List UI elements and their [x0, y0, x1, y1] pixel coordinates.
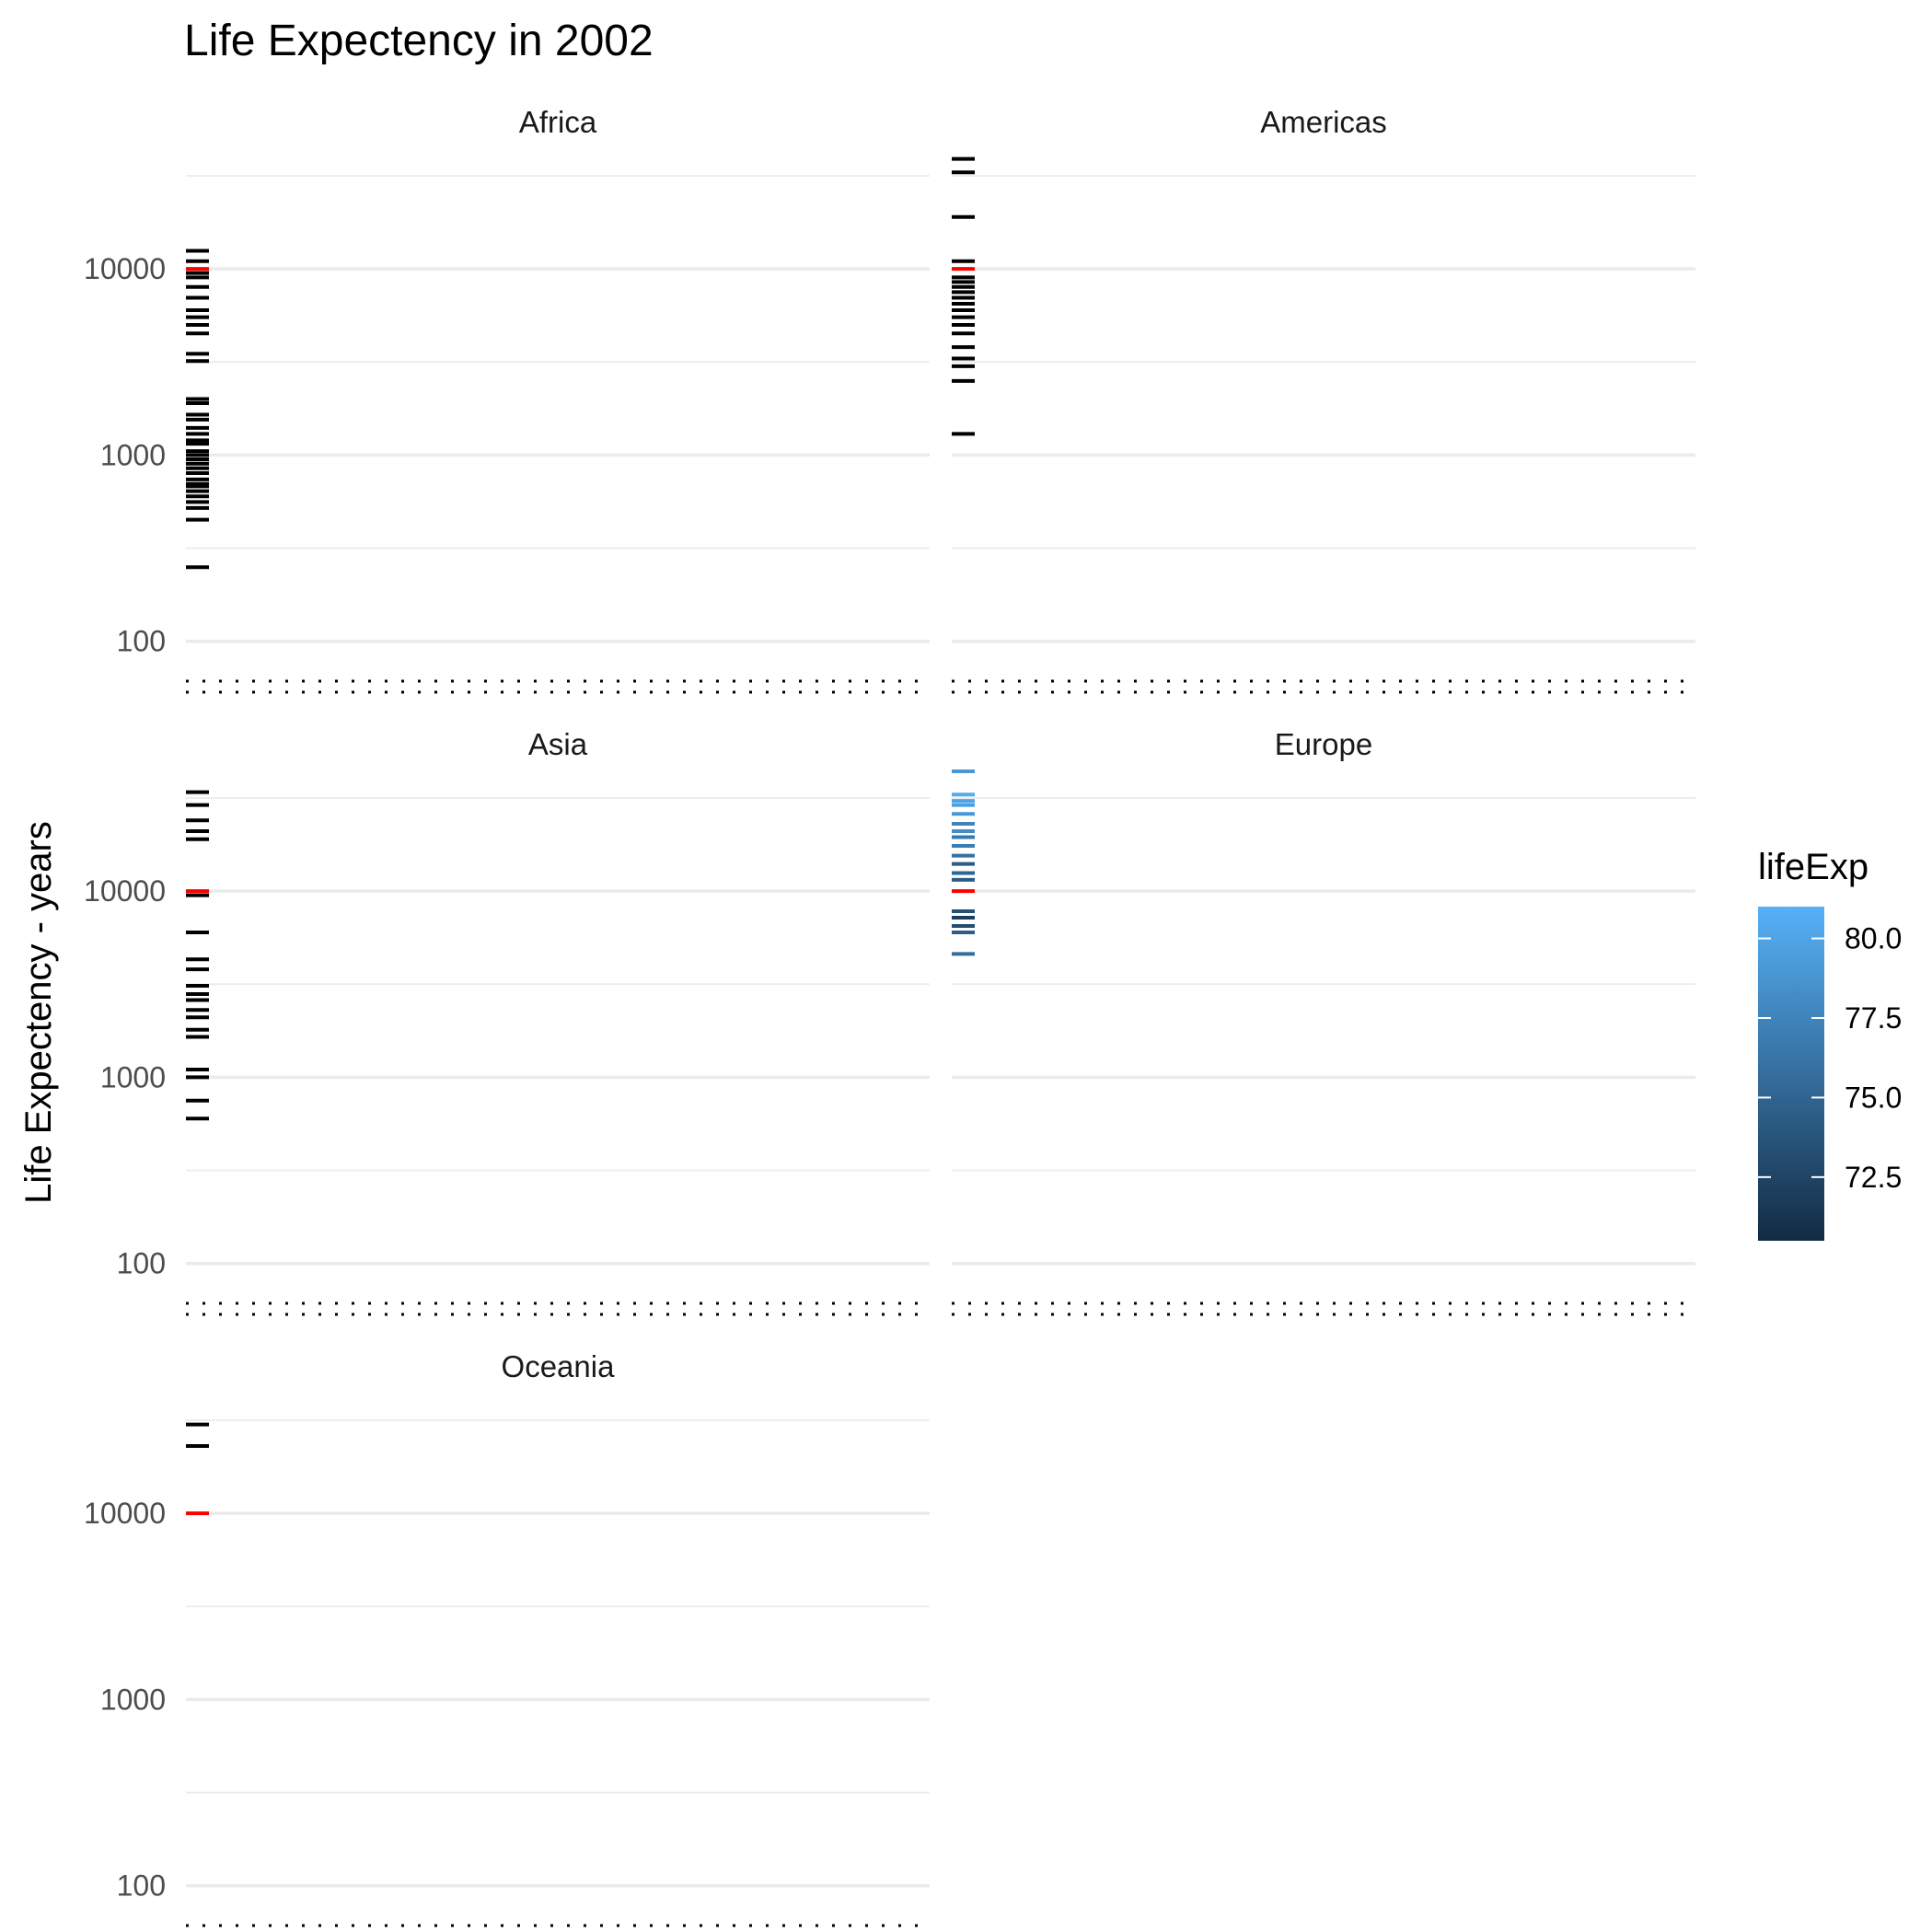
y-tick-label: 100 [117, 1869, 166, 1903]
panel-asia: Asia 100 1000 10000 [84, 727, 930, 1316]
y-axis-label: Life Expectency - years [18, 821, 59, 1204]
facet-label-americas: Americas [1260, 105, 1387, 139]
panel-americas: Americas [952, 105, 1695, 694]
color-legend: lifeExp 72.5 75.0 77.5 80.0 [1758, 847, 1902, 1241]
legend-colorbar [1758, 907, 1824, 1241]
legend-tick-label: 80.0 [1845, 922, 1902, 955]
legend-tick-label: 75.0 [1845, 1081, 1902, 1114]
legend-tick-label: 72.5 [1845, 1161, 1902, 1194]
facet-label-oceania: Oceania [502, 1349, 616, 1383]
legend-title: lifeExp [1758, 847, 1868, 887]
y-tick-label: 10000 [84, 252, 166, 285]
facet-label-africa: Africa [519, 105, 597, 139]
legend-tick-label: 77.5 [1845, 1001, 1902, 1035]
panel-africa: Africa 100 1000 10000 [84, 105, 930, 694]
y-tick-label: 10000 [84, 874, 166, 908]
y-tick-label: 1000 [100, 1683, 166, 1716]
y-tick-label: 100 [117, 625, 166, 658]
facet-label-asia: Asia [528, 727, 588, 761]
y-tick-label: 10000 [84, 1497, 166, 1530]
facet-panels: Africa 100 1000 10000 Americas Asia 100 1000 100… [84, 105, 1695, 1927]
chart-title: Life Expectency in 2002 [184, 17, 654, 65]
panel-europe: Europe [952, 727, 1695, 1316]
panel-oceania: Oceania 100 1000 10000 [84, 1349, 930, 1927]
y-tick-label: 100 [117, 1247, 166, 1280]
facet-label-europe: Europe [1275, 727, 1372, 761]
legend-ticks: 72.5 75.0 77.5 80.0 [1758, 922, 1902, 1194]
y-tick-label: 1000 [100, 438, 166, 471]
y-tick-label: 1000 [100, 1060, 166, 1093]
